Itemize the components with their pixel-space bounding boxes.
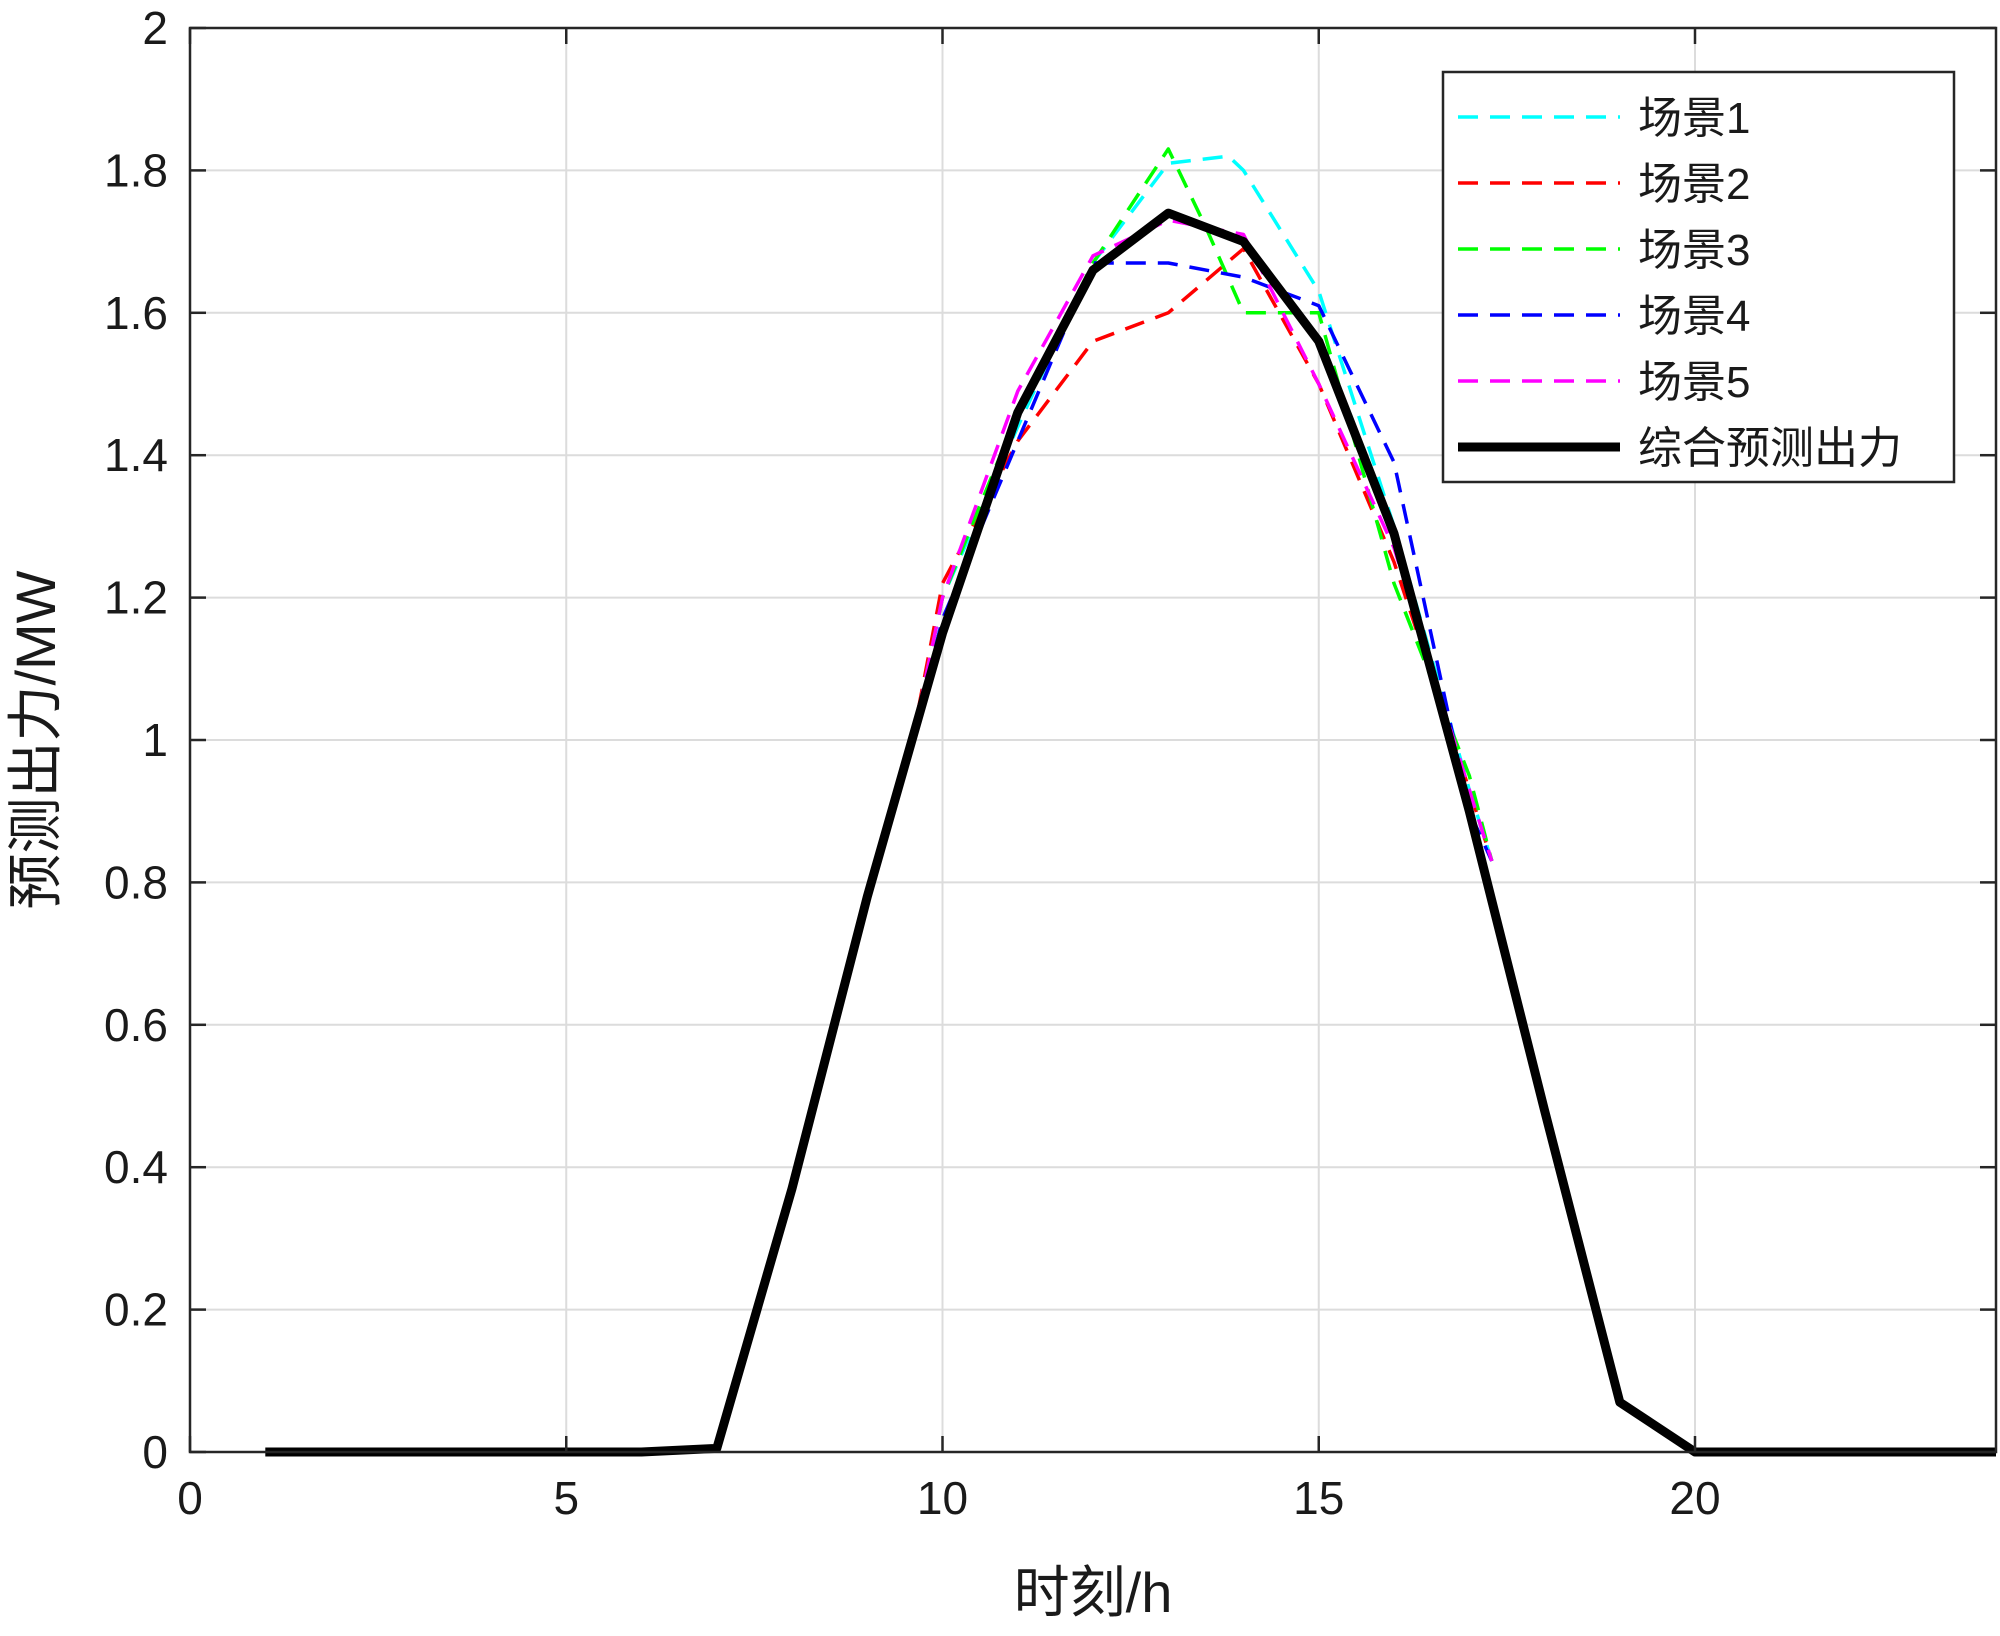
x-tick-label: 0 <box>177 1472 203 1524</box>
x-tick-label: 15 <box>1293 1472 1344 1524</box>
y-tick-label: 0.6 <box>104 999 168 1051</box>
legend: 场景1 场景2 场景3 场景4 场景5 综合预测出力 <box>1441 70 1956 484</box>
legend-label-1: 场景1 <box>1638 94 1750 143</box>
axis-ticks: 0 5 10 15 20 0 0.2 0.4 0.6 0.8 1 1.2 1.4 1.6 1.8 2 <box>104 2 1996 1524</box>
legend-label-6: 综合预测出力 <box>1638 424 1902 473</box>
legend-label-5: 场景5 <box>1638 358 1750 407</box>
legend-label-4: 场景4 <box>1638 292 1750 341</box>
x-tick-label: 10 <box>917 1472 968 1524</box>
x-tick-label: 5 <box>553 1472 579 1524</box>
y-tick-label: 0 <box>142 1426 168 1478</box>
y-tick-label: 0.8 <box>104 856 168 908</box>
x-axis-title: 时刻/h <box>1014 1561 1173 1624</box>
legend-label-3: 场景3 <box>1638 226 1750 275</box>
y-tick-label: 1.6 <box>104 287 168 339</box>
legend-label-2: 场景2 <box>1638 160 1750 209</box>
y-axis-title: 预测出力/MW <box>4 570 67 909</box>
y-tick-label: 1.8 <box>104 144 168 196</box>
legend-box <box>1441 70 1956 484</box>
y-tick-label: 0.4 <box>104 1141 168 1193</box>
y-tick-label: 0.2 <box>104 1284 168 1336</box>
y-tick-label: 1 <box>142 714 168 766</box>
y-tick-label: 2 <box>142 2 168 54</box>
y-tick-label: 1.4 <box>104 429 168 481</box>
series-line-4 <box>910 261 1494 862</box>
y-tick-label: 1.2 <box>104 572 168 624</box>
x-tick-label: 20 <box>1669 1472 1720 1524</box>
